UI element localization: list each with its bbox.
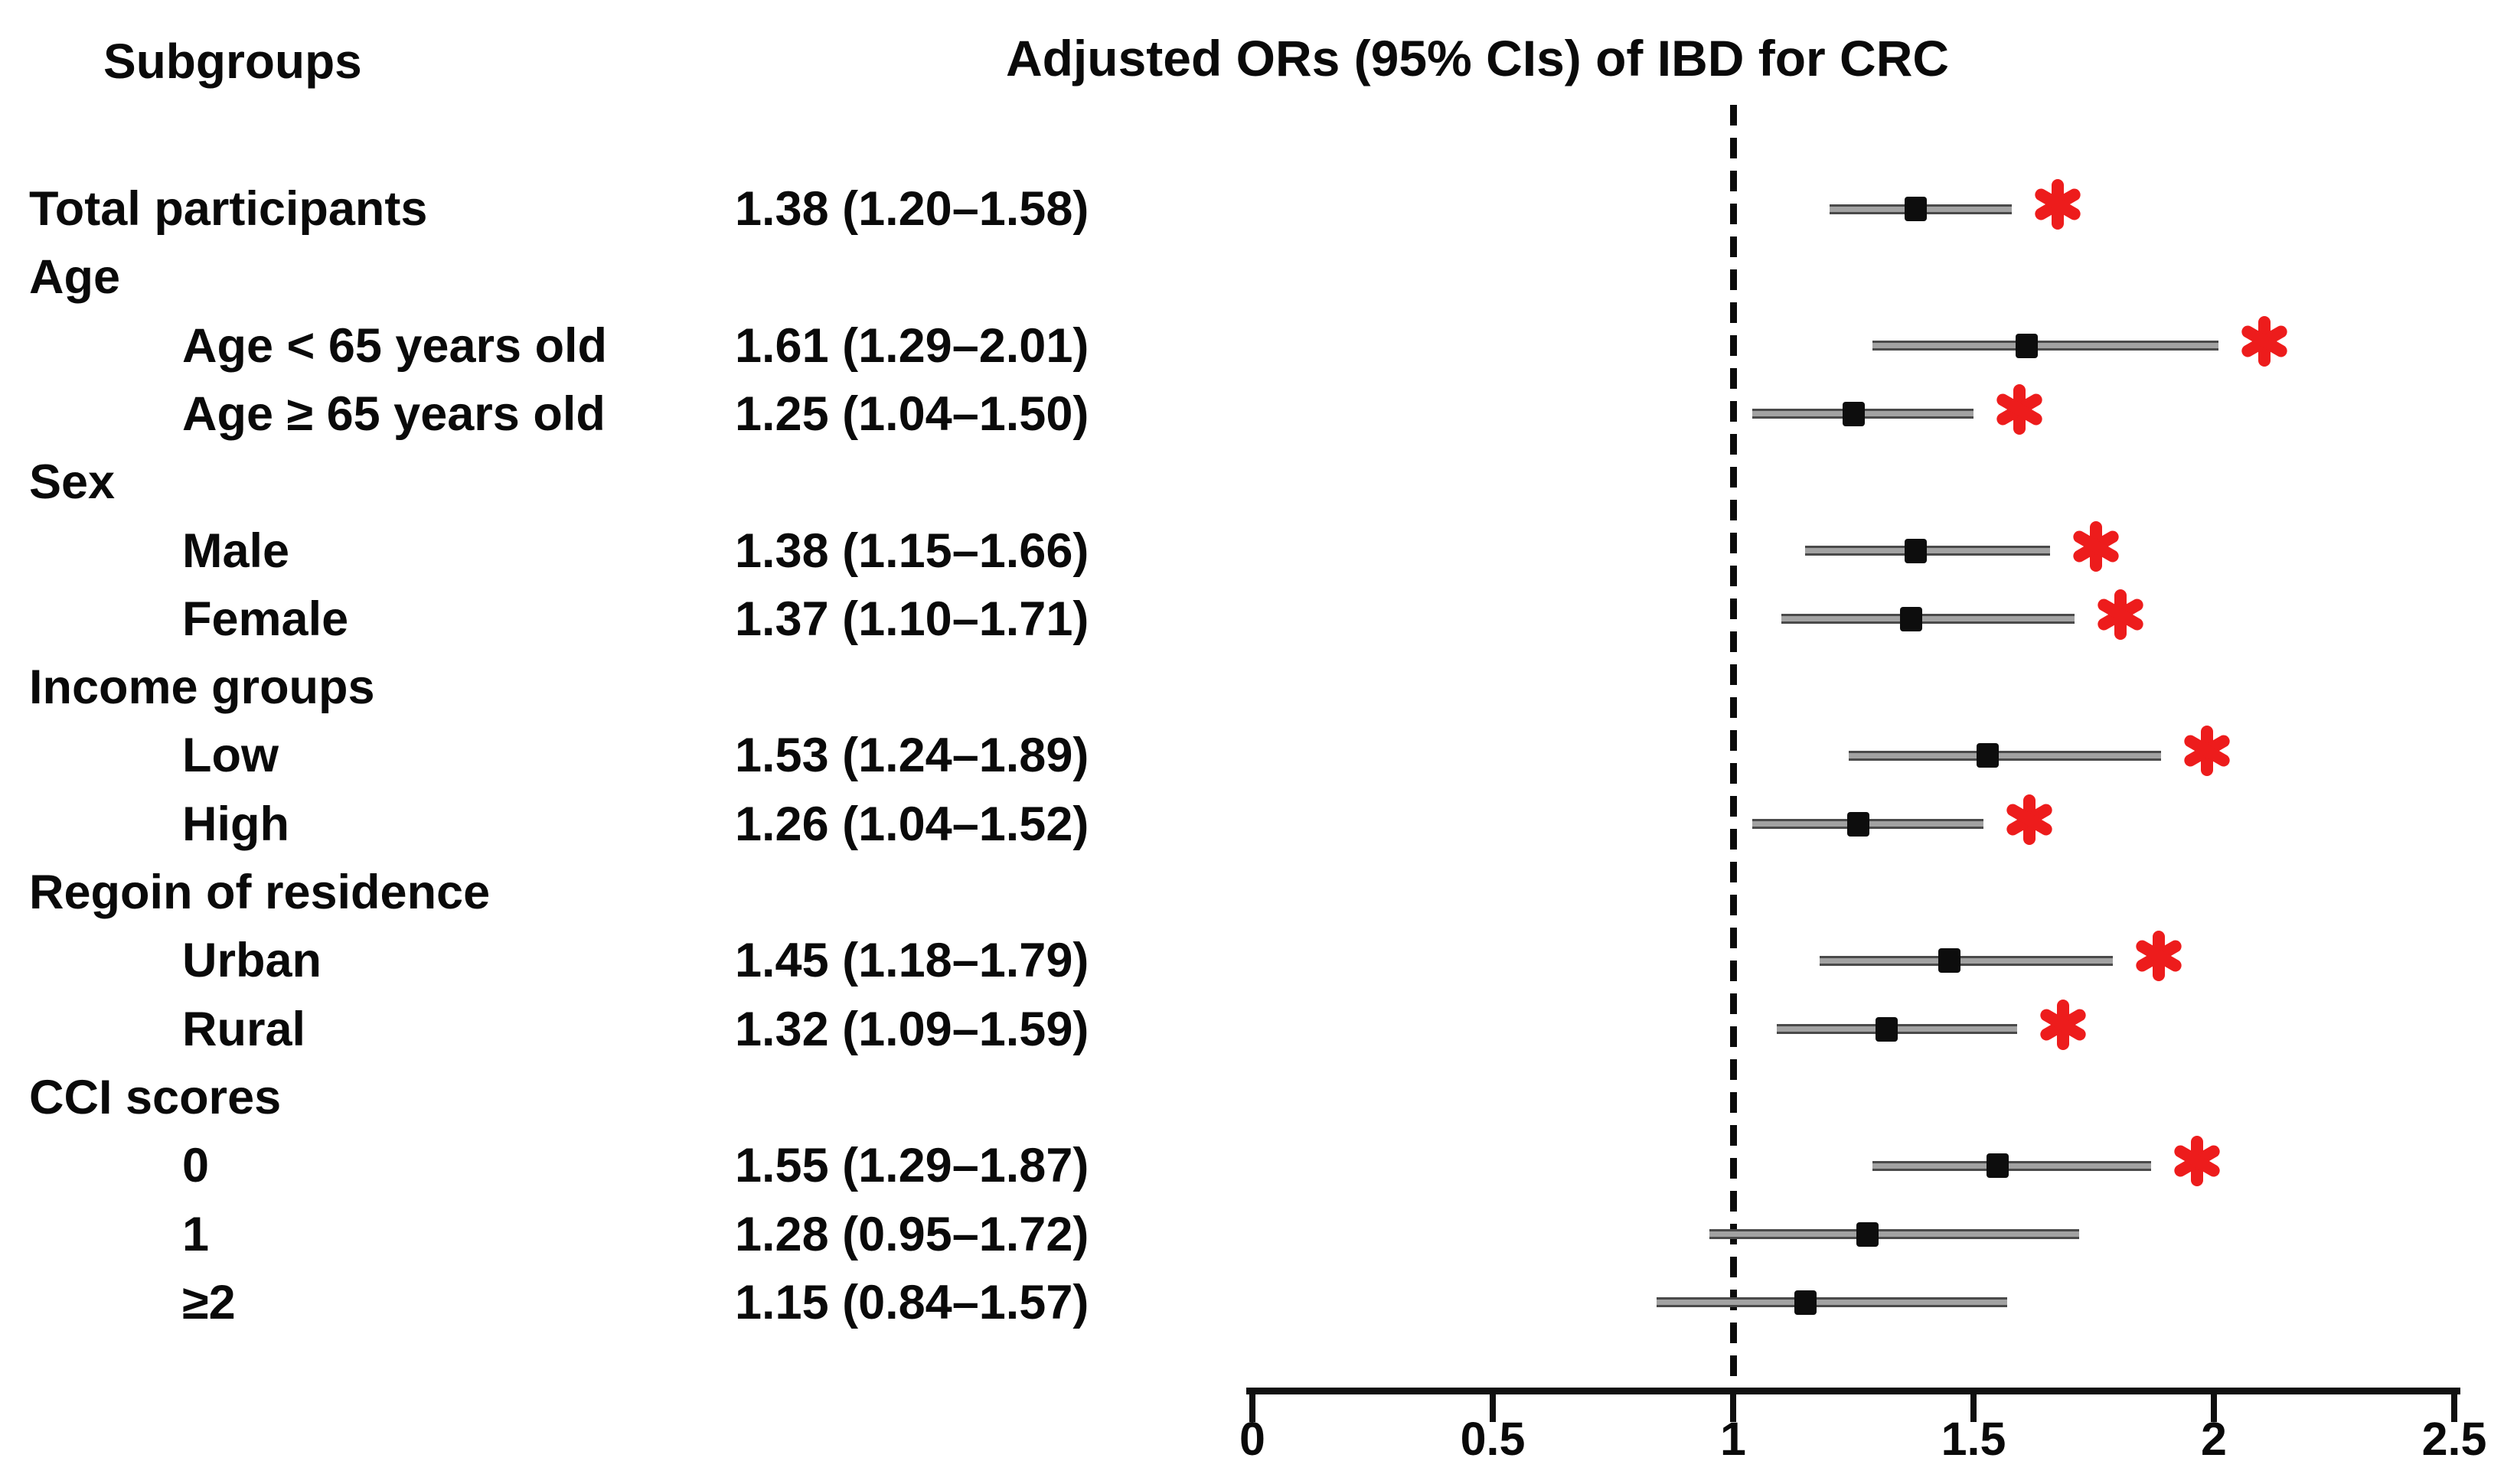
ci-line <box>1872 1160 2152 1171</box>
significance-asterisk <box>2003 793 2056 846</box>
subgroup-category-label: Regoin of residence <box>29 866 491 919</box>
or-marker <box>2015 333 2038 358</box>
significance-asterisk <box>2094 588 2147 641</box>
or-marker <box>1938 948 1961 974</box>
axis-tick-label: 1 <box>1720 1413 1746 1465</box>
or-ci-value: 1.53 (1.24–1.89) <box>735 729 1089 783</box>
or-marker <box>1905 197 1928 221</box>
subgroup-label: 1 <box>182 1207 210 1261</box>
subgroup-category-label: Age <box>29 250 121 305</box>
significance-asterisk <box>2132 929 2186 983</box>
or-marker <box>1977 743 2000 768</box>
or-marker <box>1899 606 1922 631</box>
or-ci-value: 1.26 (1.04–1.52) <box>735 797 1089 851</box>
subgroup-label: Age ≥ 65 years old <box>182 386 606 441</box>
subgroup-category-label: Sex <box>29 455 116 510</box>
significance-asterisk <box>2238 315 2291 368</box>
or-ci-value: 1.25 (1.04–1.50) <box>735 386 1089 441</box>
axis-tick-label: 0 <box>1239 1413 1265 1465</box>
subgroup-label: Urban <box>182 934 322 988</box>
or-ci-value: 1.32 (1.09–1.59) <box>735 1002 1089 1056</box>
axis-tick-label: 2.5 <box>2421 1413 2487 1465</box>
subgroup-label: High <box>182 797 289 851</box>
or-marker <box>1986 1153 2009 1179</box>
subgroup-label: 0 <box>182 1139 210 1193</box>
axis-tick <box>1730 1388 1736 1422</box>
or-marker <box>1794 1290 1817 1315</box>
or-marker <box>1856 1221 1879 1247</box>
subgroup-label: Female <box>182 592 349 646</box>
or-marker <box>1905 538 1928 563</box>
x-axis-line <box>1246 1388 2460 1394</box>
ci-line <box>1820 955 2114 966</box>
axis-tick <box>1249 1388 1255 1422</box>
subgroup-label: Male <box>182 523 290 578</box>
figure-title: Adjusted ORs (95% CIs) of IBD for CRC <box>1005 30 1950 86</box>
or-ci-value: 1.61 (1.29–2.01) <box>735 318 1089 373</box>
or-marker <box>1876 1016 1898 1042</box>
ci-line <box>1709 1229 2080 1239</box>
axis-tick <box>2451 1388 2457 1422</box>
significance-asterisk <box>2180 724 2234 778</box>
subgroup-label: Rural <box>182 1002 306 1056</box>
axis-tick-label: 2 <box>2201 1413 2227 1465</box>
axis-tick <box>1970 1388 1977 1422</box>
axis-tick-label: 0.5 <box>1460 1413 1526 1465</box>
subgroup-label: Total participants <box>29 182 428 236</box>
or-ci-value: 1.37 (1.10–1.71) <box>735 592 1089 646</box>
significance-asterisk <box>1993 383 2046 436</box>
significance-asterisk <box>2170 1134 2224 1188</box>
or-ci-value: 1.55 (1.29–1.87) <box>735 1139 1089 1193</box>
ci-line <box>1848 750 2161 761</box>
significance-asterisk <box>2069 520 2123 573</box>
subgroup-category-label: Income groups <box>29 660 375 715</box>
subgroups-header: Subgroups <box>103 34 362 89</box>
ci-line <box>1872 341 2219 351</box>
subgroup-label: Low <box>182 729 279 783</box>
significance-asterisk <box>2036 998 2090 1052</box>
or-ci-value: 1.28 (0.95–1.72) <box>735 1207 1089 1261</box>
or-marker <box>1846 811 1869 837</box>
subgroup-category-label: CCI scores <box>29 1070 282 1124</box>
or-ci-value: 1.15 (0.84–1.57) <box>735 1275 1089 1329</box>
axis-tick <box>2211 1388 2217 1422</box>
subgroup-label: Age < 65 years old <box>182 318 608 373</box>
ci-line <box>1781 614 2075 625</box>
reference-line <box>1729 105 1737 1388</box>
or-ci-value: 1.38 (1.15–1.66) <box>735 523 1089 578</box>
subgroup-label: ≥2 <box>182 1275 236 1329</box>
or-ci-value: 1.38 (1.20–1.58) <box>735 182 1089 236</box>
or-marker <box>1842 401 1865 426</box>
axis-tick-label: 1.5 <box>1941 1413 2006 1465</box>
significance-asterisk <box>2031 178 2084 231</box>
or-ci-value: 1.45 (1.18–1.79) <box>735 934 1089 988</box>
ci-line <box>1656 1297 2007 1308</box>
axis-tick <box>1490 1388 1496 1422</box>
ci-line <box>1805 546 2051 556</box>
